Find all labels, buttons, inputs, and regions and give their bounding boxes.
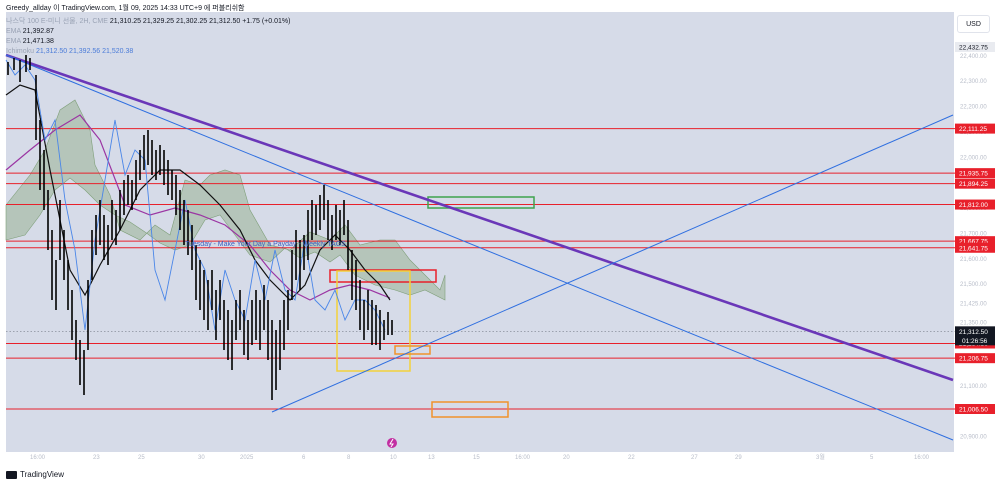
- level-price-label-bg[interactable]: [955, 123, 995, 134]
- level-price-label[interactable]: 21,667.75: [959, 239, 988, 246]
- orange-zone-box-large[interactable]: [431, 401, 509, 418]
- blue-ascending-trendline[interactable]: [271, 114, 954, 413]
- annotation-boxes: [329, 196, 535, 418]
- time-axis-background: [0, 452, 955, 462]
- price-tick-label: 21,600.00: [960, 257, 987, 263]
- blue-descending-trendline[interactable]: [5, 54, 954, 441]
- price-tick-label: 21,350.00: [960, 320, 987, 326]
- level-price-label[interactable]: 21,006.50: [959, 407, 988, 414]
- level-price-label-bg[interactable]: [955, 353, 995, 364]
- current-price-label[interactable]: 21,312.50: [959, 329, 988, 336]
- level-price-label[interactable]: 21,812.00: [959, 202, 988, 209]
- top-price-label-bg: [955, 42, 995, 52]
- tradingview-logo[interactable]: TradingView: [6, 470, 64, 479]
- price-tick-label: 21,500.00: [960, 282, 987, 288]
- time-axis[interactable]: 16:00 23 25 30 2025 6 8 10 13 15 16:00 20 22 27 29 3월 5 1…: [0, 452, 955, 462]
- flash-event-icon[interactable]: [387, 438, 397, 448]
- ichimoku-row[interactable]: Ichimoku 21,312.50 21,392.56 21,520.38: [6, 47, 290, 57]
- horizontal-levels: [6, 128, 955, 410]
- publish-caption: Greedy_allday 이 TradingView.com, 1월 09, …: [6, 5, 245, 12]
- time-tick-label: 8: [347, 455, 351, 461]
- current-price-label-bg[interactable]: [955, 326, 995, 346]
- price-tick-label: 20,900.00: [960, 435, 987, 441]
- price-tick-label: 21,100.00: [960, 384, 987, 390]
- ohlc-values: 21,310.25 21,329.25 21,302.25 21,312.50 …: [109, 18, 291, 25]
- price-axis[interactable]: 22,400.0022,300.0022,200.0022,100.0022,0…: [955, 12, 1000, 460]
- price-tick-label: 22,000.00: [960, 155, 987, 161]
- time-tick-label: 3월: [816, 453, 825, 461]
- time-tick-label: 29: [735, 455, 742, 461]
- time-tick-label: 10: [390, 455, 397, 461]
- symbol-row[interactable]: 나스닥 100 E-미니 선물, 2H, CME 21,310.25 21,32…: [6, 17, 290, 27]
- trend-lines: [5, 53, 954, 441]
- price-axis-background: [955, 12, 1000, 460]
- countdown-label: 01:26:56: [962, 338, 988, 345]
- time-tick-label: 16:00: [914, 455, 930, 461]
- level-price-label[interactable]: 21,206.75: [959, 356, 988, 363]
- level-price-label-bg[interactable]: [955, 168, 995, 179]
- time-tick-label: 20: [563, 455, 570, 461]
- plot-background: [6, 12, 954, 460]
- level-price-label-bg[interactable]: [955, 236, 995, 247]
- time-tick-label: 27: [691, 455, 698, 461]
- time-tick-label: 2025: [240, 455, 254, 461]
- time-tick-label: 16:00: [30, 455, 46, 461]
- ichimoku-cloud: [5, 99, 446, 301]
- level-price-label[interactable]: 22,111.25: [959, 126, 987, 133]
- flash-event-glyph: [389, 438, 394, 448]
- price-tick-label: 22,200.00: [960, 105, 987, 111]
- time-tick-label: 23: [93, 455, 100, 461]
- price-tick-label: 21,700.00: [960, 231, 987, 237]
- chart-annotation: Tuesday - Make Your Day a Payday - Weekl…: [185, 241, 346, 248]
- price-tick-label: 22,400.00: [960, 54, 987, 60]
- top-price-label: 22,432.75: [959, 45, 988, 52]
- ema2-label: EMA: [6, 38, 21, 45]
- time-tick-label: 6: [302, 455, 306, 461]
- purple-trendline[interactable]: [5, 53, 954, 382]
- level-price-label-bg[interactable]: [955, 199, 995, 210]
- red-zone-box[interactable]: [329, 269, 437, 283]
- orange-zone-box-small[interactable]: [394, 345, 431, 355]
- time-tick-label: 13: [428, 455, 435, 461]
- ichimoku-label: Ichimoku: [6, 48, 35, 55]
- ema2-row[interactable]: EMA 21,471.38: [6, 37, 290, 47]
- ema-short-line: [5, 84, 391, 301]
- time-tick-label: 25: [138, 455, 145, 461]
- yellow-zone-box[interactable]: [336, 270, 411, 372]
- chart-legend: 나스닥 100 E-미니 선물, 2H, CME 21,310.25 21,32…: [6, 17, 290, 57]
- level-price-label-bg[interactable]: [955, 178, 995, 189]
- ema1-row[interactable]: EMA 21,392.87: [6, 27, 290, 37]
- ichimoku-cloud-fill: [5, 99, 446, 301]
- time-tick-label: 22: [628, 455, 635, 461]
- time-tick-label: 30: [198, 455, 205, 461]
- ema-long-line: [5, 114, 391, 301]
- level-price-label[interactable]: 21,935.75: [959, 171, 988, 178]
- tradingview-mark-icon: [6, 470, 17, 479]
- currency-button[interactable]: USD: [957, 15, 990, 33]
- ichimoku-values: 21,312.50 21,392.56 21,520.38: [35, 48, 134, 55]
- ema1-label: EMA: [6, 28, 21, 35]
- logo-text: TradingView: [20, 470, 65, 479]
- time-tick-label: 15: [473, 455, 480, 461]
- ema1-value: 21,392.87: [22, 28, 54, 35]
- green-zone-box[interactable]: [427, 196, 535, 209]
- ema2-value: 21,471.38: [22, 38, 54, 45]
- price-tick-label: 22,300.00: [960, 79, 987, 85]
- price-tick-label: 21,425.00: [960, 301, 987, 307]
- time-tick-label: 5: [870, 455, 874, 461]
- indicator-lines: [5, 59, 391, 331]
- ichimoku-lagging-line: [5, 59, 386, 331]
- level-price-label[interactable]: 21,641.75: [959, 245, 988, 252]
- level-price-label-bg[interactable]: [955, 404, 995, 414]
- symbol-label: 나스닥 100 E-미니 선물, 2H, CME: [6, 18, 108, 25]
- time-tick-label: 16:00: [515, 455, 531, 461]
- level-price-label[interactable]: 21,894.25: [959, 181, 988, 188]
- level-price-label-bg[interactable]: [955, 242, 995, 253]
- candles: [7, 55, 393, 400]
